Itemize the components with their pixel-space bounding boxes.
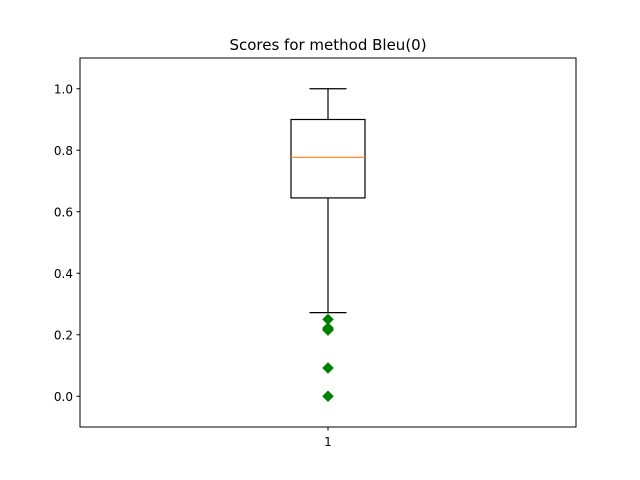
plot-area: 0.0 0.2 0.4 0.6 0.8 1.0 1 [54, 82, 366, 449]
y-tick-label: 0.4 [54, 267, 73, 281]
y-tick-label: 0.8 [54, 144, 73, 158]
chart-title: Scores for method Bleu(0) [229, 36, 426, 54]
box-iqr [290, 118, 366, 199]
y-tick-label: 0.0 [54, 390, 73, 404]
axes-frame [79, 57, 577, 428]
x-tick-label: 1 [324, 435, 332, 449]
outlier-point [322, 390, 334, 403]
y-tick-label: 1.0 [54, 82, 73, 96]
y-tick-label: 0.6 [54, 205, 73, 219]
outlier-point [322, 324, 334, 336]
y-tick-label: 0.2 [54, 328, 73, 342]
outlier-point [322, 362, 334, 374]
